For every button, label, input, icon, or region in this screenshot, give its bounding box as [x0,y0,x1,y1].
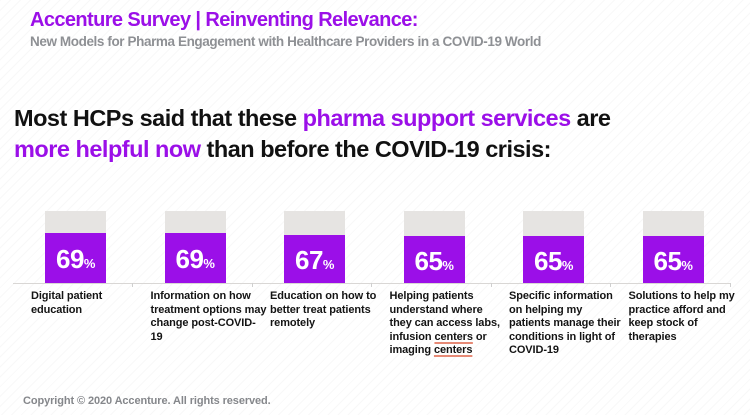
bar-fill: 65% [642,236,704,283]
bar-track: 65% [403,211,465,283]
axis-tick [490,283,492,287]
axis-tick [729,283,731,287]
percent-sign: % [442,257,454,273]
bar-label: Digital patient education [31,290,103,316]
axis-tick [610,283,611,287]
bar-label: Education on how to better treat patient… [270,290,377,329]
axis-tick [132,283,133,287]
bar-chart: 69% Digital patient education 69% Informati… [13,211,735,356]
bar-fill: 65% [523,236,584,283]
bar-fill: 69% [45,233,106,283]
spellcheck-underlined-word: centers [433,344,473,356]
percent-sign: % [681,257,693,273]
report-title: Accenture Survey | Reinventing Relevance… [30,9,418,31]
bar-value: 65% [414,245,454,276]
bar-value: 69% [56,244,96,274]
bar-track: 69% [45,211,106,283]
main-heading: Most HCPs said that these pharma support… [14,103,738,165]
percent-sign: % [203,256,215,271]
chart-column: 65% Solutions to help my practice afford … [611,211,735,343]
heading-text: Most HCPs said that these [14,105,303,131]
bar-track: 65% [523,211,584,283]
heading-highlight: more helpful now [14,136,201,162]
chart-column: 67% Education on how to better treat pati… [252,211,376,329]
axis-tick [251,283,253,287]
bar-track: 67% [284,211,345,283]
bar-fill: 69% [164,233,226,283]
report-subtitle: New Models for Pharma Engagement with He… [30,34,541,49]
bar-label: Solutions to help my practice afford and… [628,290,735,343]
bar-value: 65% [534,245,574,276]
chart-column: 69% Information on how treatment options … [133,211,266,343]
bar-fill: 67% [284,235,345,283]
copyright-notice: Copyright © 2020 Accenture. All rights r… [23,395,271,407]
bar-track: 69% [164,211,226,283]
heading-highlight: pharma support services [302,105,572,131]
percent-sign: % [83,256,96,271]
spellcheck-underlined-word: centers [434,330,473,343]
chart-column: 69% Digital patient education [13,211,133,316]
heading-text: are [570,105,611,131]
report-header: Accenture Survey | Reinventing Relevance… [30,9,541,49]
percent-sign: % [322,257,335,272]
bar-fill: 65% [403,236,465,283]
bar-value: 69% [175,244,215,274]
bar-label: Specific information on helping my patie… [509,290,621,356]
percent-sign: % [561,257,574,273]
chart-column: 65% Helping patients understand where the… [372,211,500,356]
chart-column: 65% Specific information on helping my pa… [491,211,621,356]
axis-tick [371,283,372,287]
bar-value: 65% [653,245,693,276]
bar-label: Information on how treatment options may… [150,290,267,343]
bar-label: Helping patients understand where they c… [389,290,501,356]
bar-track: 65% [642,211,704,283]
bar-value: 67% [295,245,335,275]
heading-text: than before the COVID-19 crisis: [200,136,552,162]
